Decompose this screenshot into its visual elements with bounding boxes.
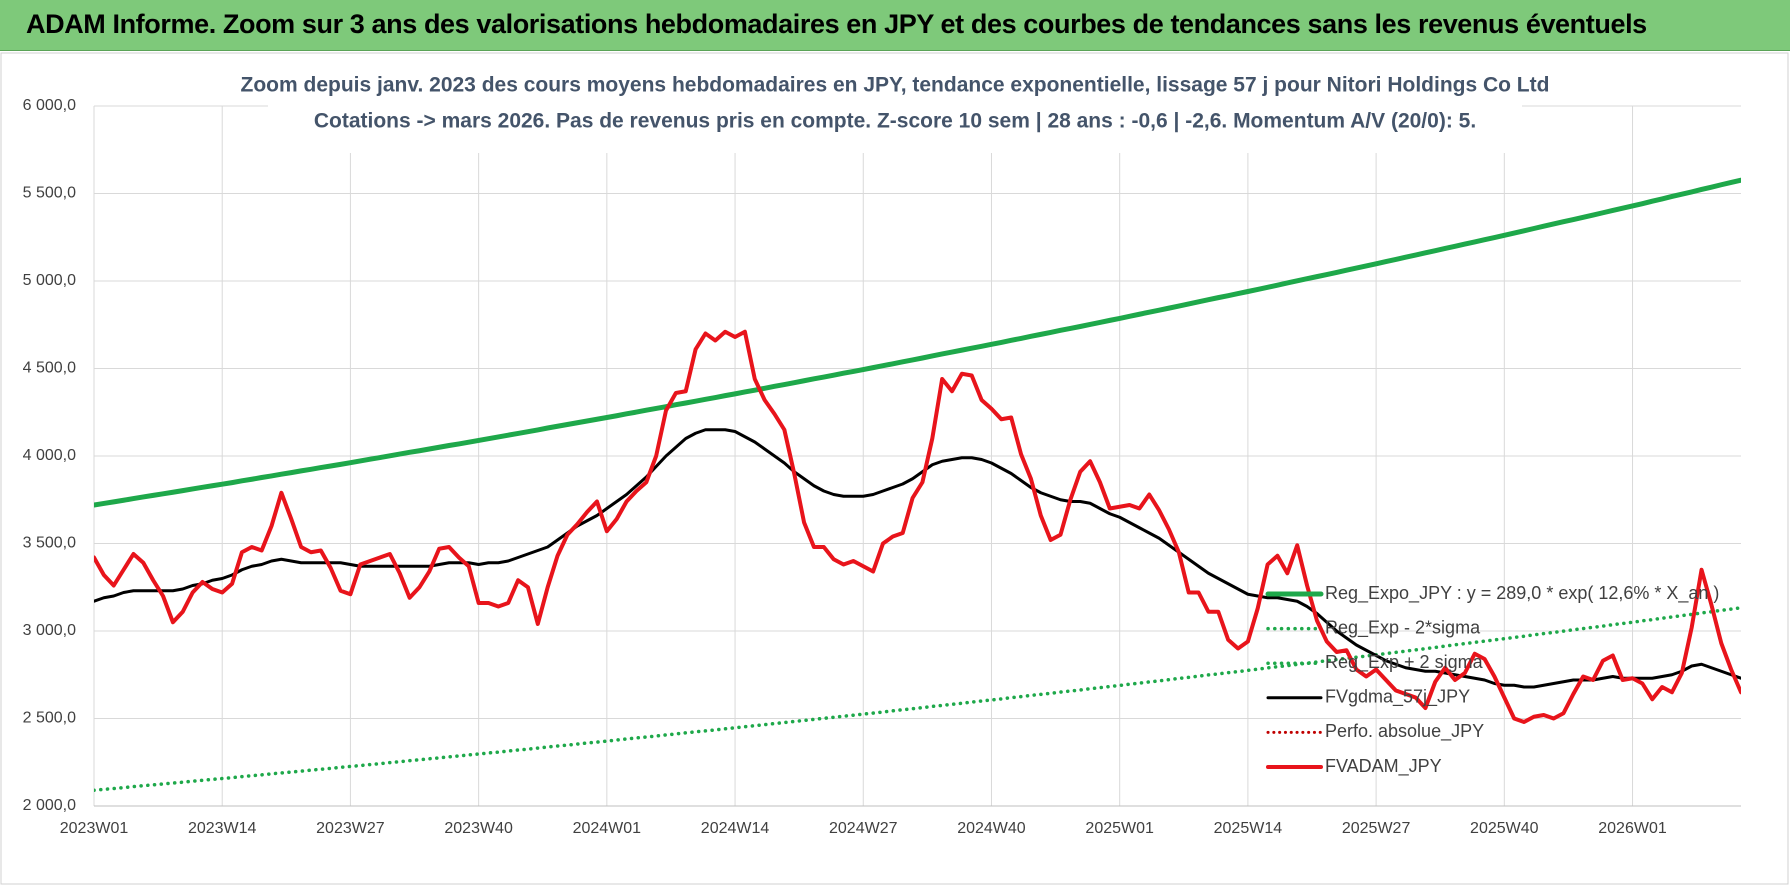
series-line (94, 428, 1741, 689)
x-tick-label: 2023W14 (188, 820, 257, 837)
legend-label: Reg_Expo_JPY : y = 289,0 * exp( 12,6% * … (1325, 583, 1719, 604)
plot-lines (94, 177, 1741, 792)
axes: 2 000,0 2 500,0 3 000,0 3 500,0 4 000,0 4 500… (23, 97, 1741, 837)
legend-label: FVADAM_JPY (1325, 756, 1442, 777)
y-tick-label: 5 000,0 (23, 272, 76, 289)
title-background (268, 67, 1522, 153)
legend-label: FVgdma_57j_JPY (1325, 687, 1470, 708)
chart: Zoom depuis janv. 2023 des cours moyens … (0, 52, 1789, 885)
x-tick-label: 2025W40 (1470, 820, 1539, 837)
chart-title: Zoom depuis janv. 2023 des cours moyens … (241, 74, 1550, 97)
legend: Reg_Expo_JPY : y = 289,0 * exp( 12,6% * … (1265, 583, 1719, 777)
x-tick-label: 2023W40 (444, 820, 513, 837)
x-tick-label: 2025W27 (1342, 820, 1411, 837)
legend-label: Reg_Exp - 2*sigma (1325, 617, 1481, 638)
series-line (94, 177, 1741, 508)
y-tick-label: 5 500,0 (23, 185, 76, 202)
legend-label: Reg_Exp + 2 sigma (1325, 652, 1484, 673)
legend-label: Perfo. absolue_JPY (1325, 721, 1484, 742)
x-tick-label: 2025W01 (1085, 820, 1154, 837)
x-tick-label: 2025W14 (1214, 820, 1283, 837)
y-tick-label: 2 500,0 (23, 710, 76, 727)
header-bar: ADAM Informe. Zoom sur 3 ans des valoris… (0, 0, 1790, 51)
series-line (94, 329, 1741, 724)
chart-subtitle: Cotations -> mars 2026. Pas de revenus p… (314, 110, 1476, 133)
y-tick-label: 4 500,0 (23, 360, 76, 377)
x-tick-label: 2024W01 (573, 820, 642, 837)
y-tick-label: 6 000,0 (23, 97, 76, 114)
chart-frame (0, 52, 1789, 885)
y-tick-label: 3 500,0 (23, 535, 76, 552)
y-tick-label: 4 000,0 (23, 447, 76, 464)
x-tick-label: 2026W01 (1598, 820, 1667, 837)
x-tick-label: 2023W01 (60, 820, 129, 837)
x-tick-label: 2024W27 (829, 820, 898, 837)
x-tick-label: 2024W14 (701, 820, 770, 837)
y-tick-label: 3 000,0 (23, 622, 76, 639)
x-tick-label: 2024W40 (957, 820, 1026, 837)
y-tick-label: 2 000,0 (23, 797, 76, 814)
page-title: ADAM Informe. Zoom sur 3 ans des valoris… (26, 9, 1647, 39)
series-line (94, 605, 1741, 792)
grid (93, 105, 1741, 807)
x-tick-label: 2023W27 (316, 820, 385, 837)
